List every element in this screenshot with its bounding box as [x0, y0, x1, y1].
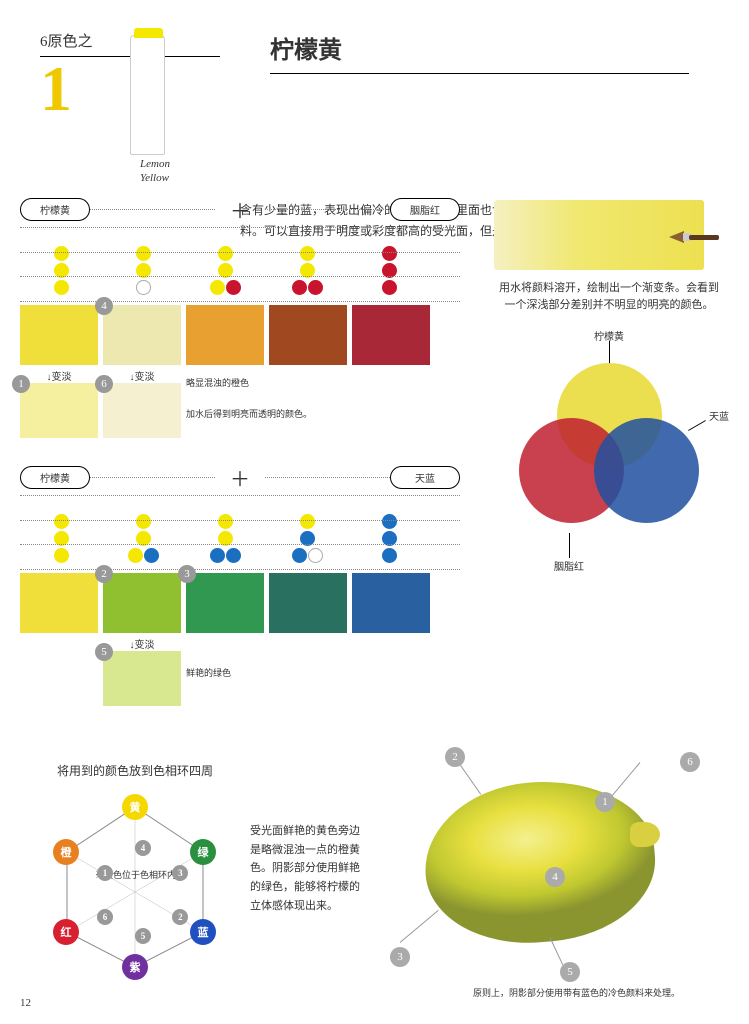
lemon-callout: 6	[680, 752, 700, 772]
bottom-section: 将用到的颜色放到色相环四周 ※淡色位于色相环内侧 黄4橙1红6紫5蓝2绿3 受光…	[20, 762, 730, 974]
callout-badge: 5	[95, 643, 113, 661]
brush-icon	[669, 230, 719, 245]
wheel-node: 蓝	[190, 919, 216, 945]
color-swatch	[186, 305, 264, 365]
mix-row-blue: 柠檬黄 ＋ 天蓝 23 ↓变淡 5 鲜艳的绿色	[20, 463, 460, 706]
lemon-description: 受光面鲜艳的黄色旁边是略微混浊一点的橙黄色。阴影部分使用鲜艳的绿色，能够将柠檬的…	[250, 762, 370, 974]
plus-icon: ＋	[230, 195, 250, 224]
color-swatch: 2	[103, 573, 181, 633]
mixing-section: 柠檬黄 ＋ 胭脂红 4 ↓变淡 1 ↓变淡 6 略显混浊的橙色	[20, 195, 460, 716]
color-swatch	[20, 305, 98, 365]
page-header: 6原色之 1 LemonYellow 柠檬黄	[0, 0, 749, 185]
page-number: 12	[20, 997, 31, 1009]
wheel-title: 将用到的颜色放到色相环四周	[20, 762, 250, 779]
venn-diagram: 柠檬黄 天蓝 胭脂红	[519, 363, 699, 533]
wheel-node: 绿	[190, 839, 216, 865]
paint-tube-icon	[130, 35, 165, 155]
wheel-node: 紫	[122, 954, 148, 980]
plus-icon: ＋	[230, 463, 250, 492]
gradient-caption: 用水将颜料溶开，绘制出一个渐变条。会看到一个深浅部分差别并不明显的明亮的颜色。	[494, 280, 724, 313]
lemon-callout: 5	[560, 962, 580, 982]
wheel-badge: 4	[135, 840, 151, 856]
mix-note: 加水后得到明亮而透明的颜色。	[186, 407, 460, 420]
color-swatch: 3	[186, 573, 264, 633]
page-title: 柠檬黄	[270, 30, 689, 74]
right-column: 用水将颜料溶开，绘制出一个渐变条。会看到一个深浅部分差别并不明显的明亮的颜色。 …	[494, 200, 724, 533]
callout-badge: 1	[12, 375, 30, 393]
english-name: LemonYellow	[140, 157, 240, 186]
mix-label-left: 柠檬黄	[20, 198, 90, 221]
wheel-node: 红	[53, 919, 79, 945]
swatch-light-2: 5	[103, 651, 181, 706]
color-swatch	[20, 573, 98, 633]
gradient-swatch	[494, 200, 704, 270]
lemon-callout: 2	[445, 747, 465, 767]
fade-arrow: ↓变淡	[103, 636, 181, 651]
swatch-light-1b: 6	[103, 383, 181, 438]
wheel-node: 黄	[122, 794, 148, 820]
lemon-callout: 4	[545, 867, 565, 887]
wheel-badge: 1	[97, 865, 113, 881]
wheel-badge: 6	[97, 909, 113, 925]
venn-label-right: 天蓝	[709, 408, 729, 423]
color-swatch: 4	[103, 305, 181, 365]
color-swatch	[352, 573, 430, 633]
fade-arrow: ↓变淡	[20, 368, 98, 383]
mix-label-right: 胭脂红	[390, 198, 460, 221]
wheel-badge: 5	[135, 928, 151, 944]
mix-row-red: 柠檬黄 ＋ 胭脂红 4 ↓变淡 1 ↓变淡 6 略显混浊的橙色	[20, 195, 460, 438]
wheel-node: 橙	[53, 839, 79, 865]
color-swatch	[352, 305, 430, 365]
lemon-illustration: 2 1 6 4 3 5 原则上，阴影部分使用带有蓝色的冷色颜料来处理。	[370, 762, 710, 974]
footer-note: 原则上，阴影部分使用带有蓝色的冷色颜料来处理。	[473, 986, 680, 999]
venn-label-bottom: 胭脂红	[554, 558, 584, 573]
lemon-callout: 3	[390, 947, 410, 967]
swatch-light-1: 1	[20, 383, 98, 438]
mix-label-right: 天蓝	[390, 466, 460, 489]
fade-arrow: ↓变淡	[103, 368, 181, 383]
mix-note: 鲜艳的绿色	[186, 666, 460, 679]
color-swatch	[269, 305, 347, 365]
color-swatch	[269, 573, 347, 633]
lemon-callout: 1	[595, 792, 615, 812]
mix-label-left: 柠檬黄	[20, 466, 90, 489]
color-wheel-section: 将用到的颜色放到色相环四周 ※淡色位于色相环内侧 黄4橙1红6紫5蓝2绿3	[20, 762, 250, 974]
mix-note: 略显混浊的橙色	[186, 376, 460, 389]
callout-badge: 6	[95, 375, 113, 393]
